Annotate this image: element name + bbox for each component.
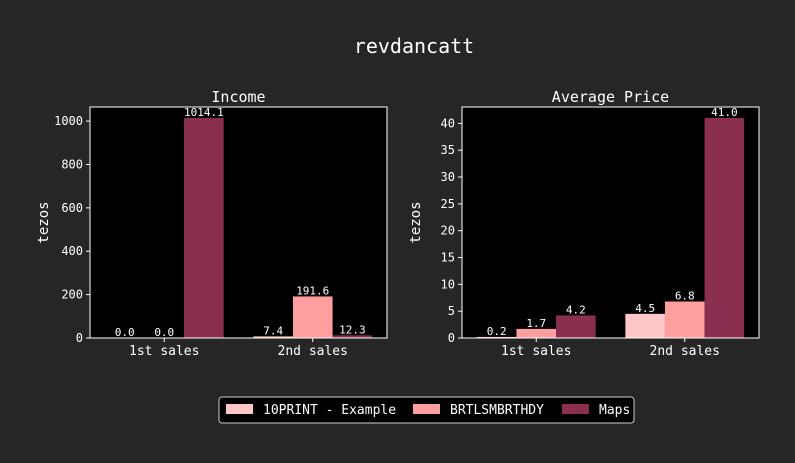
- legend-swatch-brtlsmbrthdy: [413, 404, 440, 414]
- y-tick-label: 25: [441, 197, 455, 211]
- chart-title: Income: [211, 88, 265, 106]
- y-tick-label: 35: [441, 143, 455, 157]
- bar-maps-1st-sales: [556, 315, 596, 338]
- legend-label-10print-example: 10PRINT - Example: [263, 403, 396, 418]
- data-label-maps-2nd-sales: 41.0: [711, 106, 738, 119]
- y-tick-label: 1000: [54, 114, 83, 128]
- data-label-brtlsmbrthdy-1st-sales: 0.0: [154, 326, 174, 339]
- chart-title: Average Price: [552, 88, 669, 106]
- legend-label-maps: Maps: [599, 403, 630, 418]
- data-label-10print-example-1st-sales: 0.2: [487, 325, 507, 338]
- bar-brtlsmbrthdy-2nd-sales: [664, 301, 705, 338]
- bar-maps-1st-sales: [184, 118, 224, 338]
- bar-10print-example-1st-sales: [476, 336, 517, 338]
- plot-area: [90, 107, 387, 338]
- chart-panel-income: Income tezos 0 200 400 600 800 1000 0.0 0.0 1014.1…: [36, 88, 388, 359]
- data-label-10print-example-1st-sales: 0.0: [115, 326, 135, 339]
- figure-title: revdancatt: [354, 34, 474, 58]
- y-tick-label: 0: [448, 331, 455, 345]
- y-tick-label: 40: [441, 116, 455, 130]
- y-tick-label: 600: [61, 201, 83, 215]
- data-label-brtlsmbrthdy-1st-sales: 1.7: [526, 317, 546, 330]
- x-tick-label: 1st sales: [129, 344, 199, 359]
- data-label-maps-2nd-sales: 12.3: [339, 323, 366, 336]
- y-tick-label: 400: [61, 244, 83, 258]
- y-tick-label: 0: [76, 331, 83, 345]
- x-tick-label: 1st sales: [501, 344, 571, 359]
- plot-frame: [461, 106, 760, 339]
- legend-swatch-10print-example: [226, 404, 253, 414]
- legend-swatch-maps: [562, 404, 589, 414]
- y-tick-label: 800: [61, 157, 83, 171]
- y-axis-label: tezos: [408, 201, 424, 243]
- legend: 10PRINT - Example BRTLSMBRTHDY Maps: [218, 396, 635, 424]
- y-tick-label: 200: [61, 288, 83, 302]
- y-axis-label: tezos: [36, 201, 52, 243]
- bar-brtlsmbrthdy-1st-sales: [516, 328, 557, 338]
- y-tick-label: 5: [448, 304, 455, 318]
- bar-maps-2nd-sales: [704, 118, 745, 338]
- y-tick-label: 30: [441, 170, 455, 184]
- x-tick-label: 2nd sales: [278, 344, 348, 359]
- y-tick-label: 20: [441, 224, 455, 238]
- data-label-10print-example-2nd-sales: 7.4: [263, 324, 283, 337]
- bar-brtlsmbrthdy-2nd-sales: [292, 296, 333, 338]
- data-label-10print-example-2nd-sales: 4.5: [635, 302, 655, 315]
- data-label-brtlsmbrthdy-2nd-sales: 6.8: [675, 290, 695, 303]
- plot-frame: [89, 106, 388, 339]
- bar-maps-2nd-sales: [332, 335, 373, 338]
- bar-10print-example-2nd-sales: [253, 336, 293, 338]
- data-label-maps-1st-sales: 4.2: [566, 303, 586, 316]
- data-label-maps-1st-sales: 1014.1: [184, 106, 224, 119]
- y-tick-label: 10: [441, 277, 455, 291]
- chart-panel-average-price: Average Price tezos 0 5 10 15 20 25 30 35 40 0.2 1.7…: [408, 88, 760, 359]
- x-tick-label: 2nd sales: [650, 344, 720, 359]
- y-tick-label: 15: [441, 251, 455, 265]
- bar-10print-example-2nd-sales: [625, 313, 665, 338]
- legend-label-brtlsmbrthdy: BRTLSMBRTHDY: [450, 403, 544, 418]
- data-label-brtlsmbrthdy-2nd-sales: 191.6: [296, 284, 329, 297]
